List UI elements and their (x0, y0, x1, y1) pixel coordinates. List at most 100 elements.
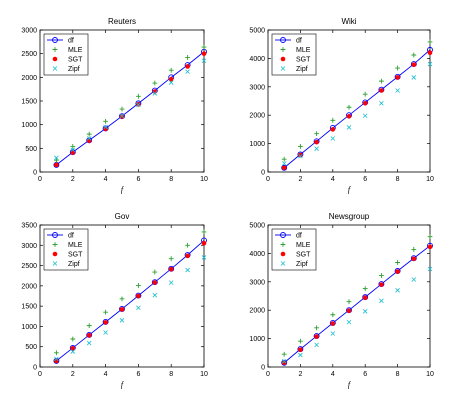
series-line-df (56, 51, 205, 166)
x-axis-label: f (121, 185, 125, 194)
data-point-zipf (281, 359, 287, 364)
data-point-zipf (314, 146, 319, 151)
data-point-mle (54, 350, 59, 356)
series-line-df (56, 240, 205, 362)
legend-marker-zipf (280, 261, 286, 266)
data-point-zipf (168, 80, 174, 85)
data-point-zipf (298, 352, 303, 358)
data-point-mle (119, 296, 125, 302)
x-tick-label: 10 (426, 176, 434, 183)
data-point-sgt (185, 253, 190, 259)
data-point-mle (314, 325, 319, 331)
data-point-mle (314, 131, 319, 137)
x-tick-label: 4 (104, 176, 108, 183)
data-point-sgt (201, 240, 207, 246)
series-sgt (281, 50, 433, 171)
data-point-zipf (70, 147, 76, 153)
data-point-sgt (427, 244, 433, 250)
data-point-zipf (427, 266, 433, 272)
legend-label-sgt: SGT (296, 252, 311, 259)
data-point-zipf (103, 124, 108, 130)
legend-label-zipf: Zipf (296, 66, 308, 73)
legend-marker-zipf (280, 66, 286, 71)
y-tick-label: 1000 (249, 336, 265, 343)
legend-marker-mle (52, 47, 58, 52)
data-point-mle (362, 91, 368, 97)
data-point-zipf (427, 61, 433, 67)
data-point-zipf (185, 69, 190, 74)
chart-panel-2: Gov 0 2 4 6 8 10 0 500 1000 1500 2000 2500 3000 3500 f d… (21, 212, 208, 389)
series-mle (281, 39, 433, 162)
data-point-sgt (411, 62, 417, 67)
data-point-sgt (379, 282, 384, 287)
y-tick-label: 4000 (249, 251, 265, 258)
data-point-sgt (168, 76, 174, 82)
x-tick-label: 10 (200, 371, 208, 378)
y-tick-label: 0 (261, 365, 265, 372)
chart-title: Gov (115, 212, 130, 221)
legend-marker-df (52, 232, 58, 238)
legend-label-mle: MLE (296, 242, 311, 249)
data-point-sgt (362, 100, 368, 106)
data-point-zipf (362, 309, 368, 314)
y-tick-label: 5000 (249, 28, 265, 35)
y-tick-label: 1000 (21, 324, 37, 331)
x-tick-label: 0 (38, 371, 42, 378)
x-tick-label: 0 (266, 176, 270, 183)
legend-marker-df (280, 37, 286, 43)
legend-label-df: df (68, 38, 74, 45)
x-tick-label: 2 (298, 176, 302, 183)
y-tick-label: 2000 (21, 75, 37, 82)
data-point-mle (330, 117, 336, 123)
legend-label-zipf: Zipf (296, 261, 308, 268)
data-point-sgt (281, 360, 287, 366)
data-point-zipf (330, 136, 336, 141)
data-point-sgt (168, 266, 174, 272)
data-point-mle (427, 234, 433, 240)
y-tick-label: 3000 (249, 279, 265, 286)
data-point-mle (86, 323, 92, 329)
legend-marker-sgt (52, 251, 58, 257)
y-tick-label: 2000 (249, 113, 265, 120)
x-tick-label: 2 (298, 371, 302, 378)
data-point-mle (136, 93, 141, 99)
x-tick-label: 8 (396, 371, 400, 378)
data-point-zipf (152, 91, 158, 96)
y-tick-label: 1000 (21, 122, 37, 129)
chart-panel-1: Wiki 0 2 4 6 8 10 0 1000 2000 3000 4000 5000 f df MLE SG… (249, 17, 434, 194)
y-tick-label: 3500 (21, 223, 37, 230)
x-tick-label: 8 (396, 176, 400, 183)
y-tick-label: 3000 (21, 28, 37, 35)
data-point-df (281, 359, 288, 366)
x-tick-label: 4 (331, 176, 335, 183)
y-tick-label: 0 (261, 170, 265, 177)
legend-box (43, 33, 89, 76)
data-point-zipf (379, 100, 384, 106)
legend-box (43, 228, 89, 271)
data-point-zipf (136, 305, 141, 311)
data-point-sgt (281, 165, 287, 171)
data-point-mle (201, 229, 207, 235)
series-mle (281, 234, 433, 357)
y-tick-label: 1500 (21, 304, 37, 311)
data-point-zipf (395, 88, 400, 93)
legend-label-df: df (68, 233, 74, 240)
y-tick-label: 0 (33, 170, 37, 177)
legend-marker-mle (280, 242, 286, 247)
legend-label-zipf: Zipf (68, 261, 80, 268)
legend-marker-df (280, 232, 286, 238)
data-point-sgt (201, 51, 207, 56)
x-tick-label: 6 (363, 176, 367, 183)
data-point-mle (136, 283, 141, 288)
y-tick-label: 3000 (249, 84, 265, 91)
chart-panel-3: Newsgroup 0 2 4 6 8 10 0 1000 2000 3000 4000 5000 f df… (249, 212, 434, 389)
legend-marker-zipf (52, 261, 58, 266)
legend-marker-mle (280, 47, 286, 52)
data-point-sgt (136, 293, 141, 299)
data-point-zipf (346, 125, 352, 130)
x-axis-label: f (348, 185, 352, 194)
data-point-mle (379, 78, 384, 84)
y-tick-label: 2000 (21, 283, 37, 290)
data-point-mle (185, 242, 190, 248)
